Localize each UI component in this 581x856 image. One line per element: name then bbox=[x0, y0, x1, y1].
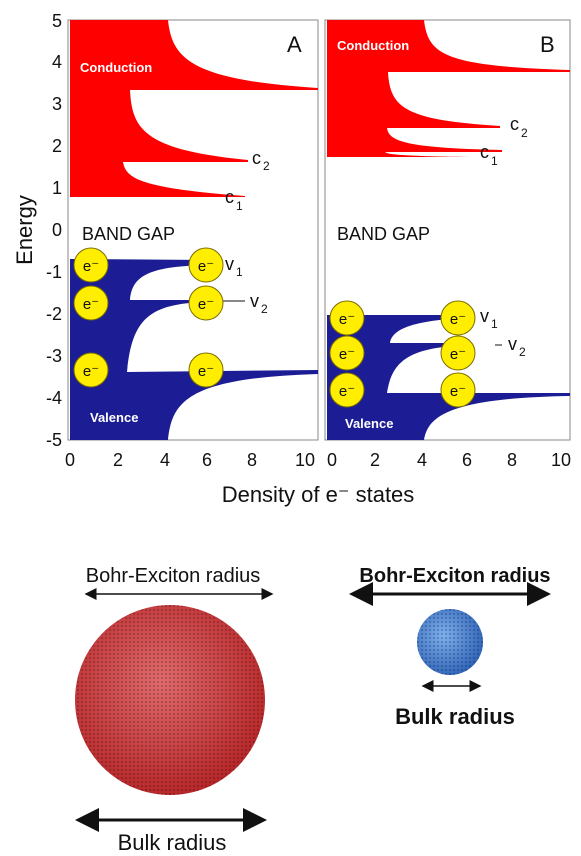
panel-b-electron: e⁻ bbox=[440, 335, 476, 371]
state-label: v bbox=[480, 306, 489, 326]
panel-a-electron: e⁻ bbox=[73, 247, 109, 283]
state-label: v bbox=[508, 334, 517, 354]
y-tick-label: -1 bbox=[46, 262, 62, 282]
electron-label: e⁻ bbox=[198, 258, 214, 275]
state-label: c bbox=[510, 114, 519, 134]
quantum-dot-comparison: Bohr-Exciton radius Bulk radius bbox=[349, 565, 551, 729]
quantum-dot-sphere-texture bbox=[417, 609, 483, 675]
panel-b-electron: e⁻ bbox=[329, 335, 365, 371]
right-bohr-exciton-radius-label: Bohr-Exciton radius bbox=[359, 565, 550, 587]
y-tick-label: -5 bbox=[46, 430, 62, 450]
electron-label: e⁻ bbox=[339, 311, 355, 328]
panel-b: Conduction Valence BAND GAP B c 2 c 1 v … bbox=[324, 19, 571, 441]
electron-label: e⁻ bbox=[450, 383, 466, 400]
y-tick-label: -3 bbox=[46, 346, 62, 366]
panel-a-state-c2: c 2 bbox=[252, 148, 270, 173]
left-bulk-radius-label: Bulk radius bbox=[118, 830, 227, 855]
x-tick-label: 0 bbox=[327, 450, 337, 470]
panel-a-state-v1: v 1 bbox=[225, 254, 243, 279]
electron-label: e⁻ bbox=[198, 296, 214, 313]
state-subscript: 1 bbox=[236, 199, 243, 213]
panel-b-valence-label: Valence bbox=[345, 416, 393, 431]
panel-a: Conduction Valence BAND GAP A c 2 c 1 v … bbox=[67, 19, 319, 441]
panel-b-electron: e⁻ bbox=[440, 372, 476, 408]
panel-b-electron: e⁻ bbox=[329, 300, 365, 336]
state-subscript: 2 bbox=[519, 345, 526, 359]
state-label: c bbox=[225, 187, 234, 207]
panel-a-electron: e⁻ bbox=[73, 285, 109, 321]
electron-label: e⁻ bbox=[339, 346, 355, 363]
state-subscript: 2 bbox=[261, 302, 268, 316]
electron-label: e⁻ bbox=[339, 383, 355, 400]
panel-b-conduction-label: Conduction bbox=[337, 38, 409, 53]
panel-a-letter: A bbox=[287, 32, 302, 57]
x-tick-label: 10 bbox=[551, 450, 571, 470]
panel-a-electron: e⁻ bbox=[188, 352, 224, 388]
panel-b-electron: e⁻ bbox=[440, 300, 476, 336]
y-tick-label: 3 bbox=[52, 94, 62, 114]
y-tick-label: -4 bbox=[46, 388, 62, 408]
x-axis-label: Density of e⁻ states bbox=[222, 482, 415, 507]
x-tick-labels-panel-a: 0 2 4 6 8 10 bbox=[65, 450, 315, 470]
panel-b-band-gap-label: BAND GAP bbox=[337, 224, 430, 244]
y-axis-label: Energy bbox=[12, 195, 37, 265]
panel-b-state-c1: c 1 bbox=[480, 142, 498, 168]
state-subscript: 1 bbox=[491, 317, 498, 331]
panel-b-letter: B bbox=[540, 32, 555, 57]
panel-b-state-v1: v 1 bbox=[480, 306, 498, 331]
x-tick-label: 8 bbox=[247, 450, 257, 470]
panel-a-state-c1: c 1 bbox=[225, 187, 243, 213]
panel-a-electron: e⁻ bbox=[188, 247, 224, 283]
right-bulk-radius-label: Bulk radius bbox=[395, 704, 515, 729]
state-subscript: 1 bbox=[236, 265, 243, 279]
x-tick-label: 2 bbox=[113, 450, 123, 470]
x-tick-label: 0 bbox=[65, 450, 75, 470]
electron-label: e⁻ bbox=[83, 258, 99, 275]
panel-b-state-c2: c 2 bbox=[510, 114, 528, 140]
panel-a-electron: e⁻ bbox=[73, 352, 109, 388]
bulk-sphere-texture bbox=[75, 605, 265, 795]
state-label: v bbox=[225, 254, 234, 274]
panel-a-conduction-band bbox=[70, 20, 318, 197]
panel-a-valence-band bbox=[70, 259, 318, 440]
state-label: v bbox=[250, 291, 259, 311]
state-subscript: 2 bbox=[263, 159, 270, 173]
y-tick-label: 4 bbox=[52, 52, 62, 72]
state-subscript: 1 bbox=[491, 154, 498, 168]
panel-b-state-v2: v 2 bbox=[495, 334, 526, 359]
panel-a-conduction-label: Conduction bbox=[80, 60, 152, 75]
panel-a-electron: e⁻ bbox=[188, 285, 224, 321]
state-subscript: 2 bbox=[521, 126, 528, 140]
electron-label: e⁻ bbox=[450, 346, 466, 363]
left-bohr-exciton-radius-label: Bohr-Exciton radius bbox=[86, 565, 261, 587]
x-tick-label: 6 bbox=[202, 450, 212, 470]
y-tick-label: 5 bbox=[52, 11, 62, 31]
x-tick-labels-panel-b: 0 2 4 6 8 10 bbox=[327, 450, 571, 470]
electron-label: e⁻ bbox=[450, 311, 466, 328]
state-label: c bbox=[480, 142, 489, 162]
y-tick-label: -2 bbox=[46, 304, 62, 324]
x-tick-label: 10 bbox=[295, 450, 315, 470]
y-tick-labels: 5 4 3 2 1 0 -1 -2 -3 -4 -5 bbox=[46, 11, 62, 450]
y-tick-label: 2 bbox=[52, 136, 62, 156]
panel-b-valence-band bbox=[327, 315, 570, 440]
electron-label: e⁻ bbox=[83, 363, 99, 380]
y-tick-label: 1 bbox=[52, 178, 62, 198]
electron-label: e⁻ bbox=[83, 296, 99, 313]
x-tick-label: 4 bbox=[160, 450, 170, 470]
electron-label: e⁻ bbox=[198, 363, 214, 380]
x-tick-label: 4 bbox=[417, 450, 427, 470]
state-label: c bbox=[252, 148, 261, 168]
x-tick-label: 6 bbox=[462, 450, 472, 470]
bulk-comparison: Bohr-Exciton radius Bulk radius bbox=[75, 565, 274, 855]
panel-b-conduction-band bbox=[327, 20, 570, 157]
panel-b-electron: e⁻ bbox=[329, 372, 365, 408]
panel-a-valence-label: Valence bbox=[90, 410, 138, 425]
x-tick-label: 2 bbox=[370, 450, 380, 470]
y-tick-label: 0 bbox=[52, 220, 62, 240]
panel-a-band-gap-label: BAND GAP bbox=[82, 224, 175, 244]
x-tick-label: 8 bbox=[507, 450, 517, 470]
